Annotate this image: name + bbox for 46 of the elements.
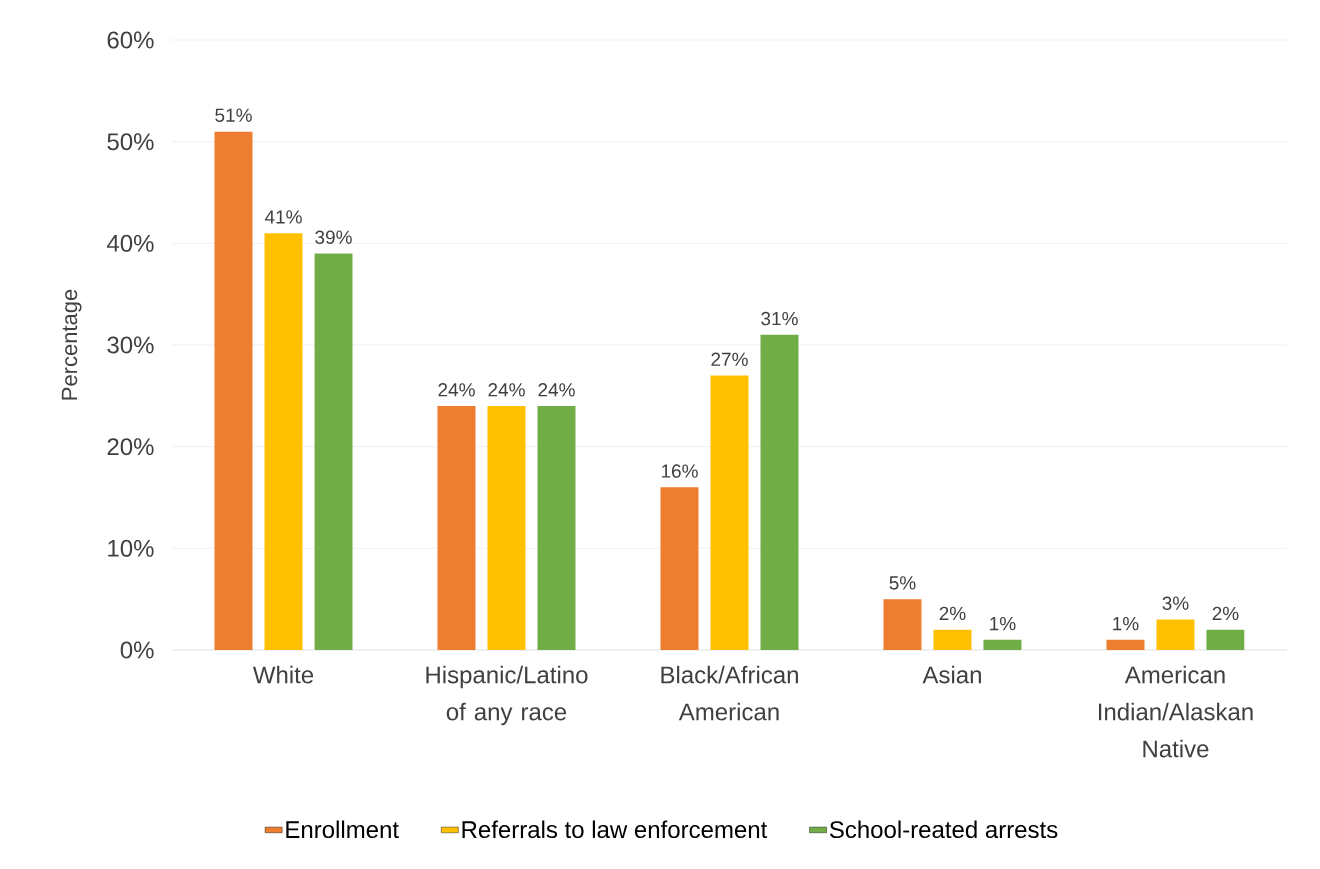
data-label: 24% — [438, 383, 475, 397]
x-tick-label: American Indian/Alaskan Native — [1098, 665, 1253, 758]
y-tick-label: 40% — [106, 234, 154, 252]
data-label: 2% — [1212, 606, 1239, 621]
x-tick-label: White — [252, 665, 314, 684]
bar — [487, 405, 526, 650]
y-tick-label: 50% — [107, 133, 154, 151]
y-tick-label: 0% — [120, 641, 154, 659]
bar — [214, 131, 253, 650]
bar — [1156, 619, 1195, 650]
data-label: 5% — [889, 576, 916, 590]
bar — [710, 375, 749, 650]
bar — [660, 487, 699, 650]
x-tick-label: Hispanic/Latino of any race — [426, 665, 588, 726]
y-tick-label: 60% — [107, 31, 154, 49]
bar — [933, 629, 972, 650]
x-tick-label: Black/African American — [661, 665, 798, 721]
bar — [1106, 639, 1145, 650]
data-label: 1% — [1113, 617, 1139, 631]
y-tick-label: 30% — [107, 336, 154, 354]
bar — [883, 599, 922, 650]
legend-label: School-reated arrests — [829, 820, 1058, 839]
bar — [264, 233, 303, 650]
data-label: 24% — [488, 383, 525, 397]
data-label: 41% — [264, 210, 302, 224]
y-axis-title: Percentage — [61, 289, 82, 400]
bar — [760, 334, 799, 650]
data-label: 31% — [761, 311, 798, 326]
x-tick-label: Asian — [922, 665, 981, 684]
data-label: 16% — [661, 464, 698, 478]
data-label: 39% — [315, 230, 352, 244]
bar — [983, 639, 1022, 650]
data-label: 1% — [990, 617, 1016, 631]
y-tick-label: 20% — [107, 438, 154, 456]
legend-label: Enrollment — [286, 820, 399, 839]
data-label: 2% — [939, 606, 966, 621]
bar — [537, 405, 576, 650]
bar — [437, 405, 476, 650]
data-label: 24% — [538, 383, 575, 397]
bar — [1206, 629, 1245, 650]
data-label: 3% — [1162, 596, 1189, 610]
bar — [314, 253, 353, 650]
legend-label: Referrals to law enforcement — [462, 820, 768, 839]
data-label: 51% — [215, 108, 252, 122]
data-label: 27% — [711, 352, 748, 366]
y-tick-label: 10% — [108, 539, 154, 557]
